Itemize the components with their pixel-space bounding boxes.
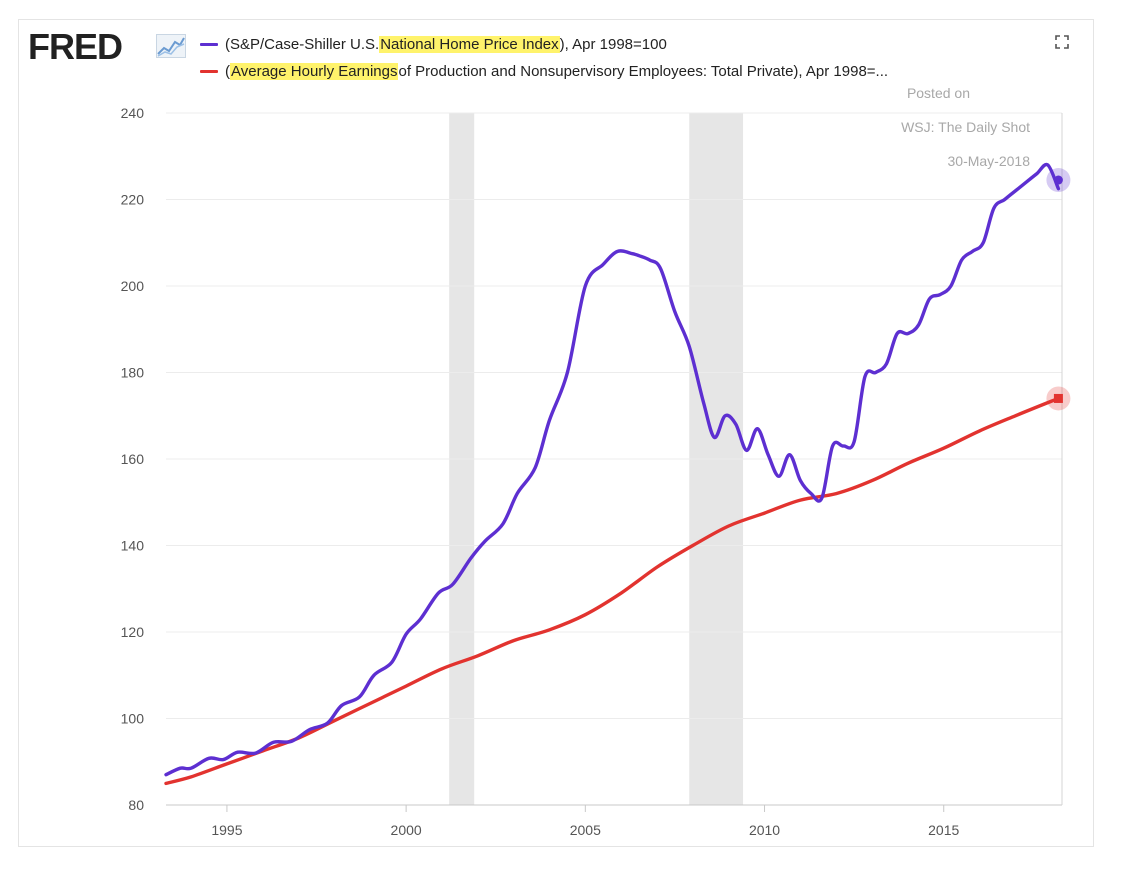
y-tick-label-120: 120 [121,624,145,640]
fred-logo: FRED [28,26,123,68]
x-tick-label-2010: 2010 [749,822,780,838]
legend-label-earnings-highlight: Average Hourly Earnings [230,63,399,80]
legend-label-home-price-suffix: ), Apr 1998=100 [559,36,667,53]
series-line-earnings [164,396,1061,786]
legend-label-earnings-suffix: of Production and Nonsupervisory Employe… [398,63,889,80]
legend-swatch-home-price [200,43,218,46]
fullscreen-icon[interactable] [1055,35,1069,49]
chart-frame [18,19,1094,847]
legend-swatch-earnings [200,70,218,73]
series-endpoint-marker-earnings [1053,393,1063,403]
y-tick-label-220: 220 [121,192,145,208]
y-tick-label-80: 80 [128,797,144,813]
x-tick-label-2005: 2005 [570,822,601,838]
legend-entry-home-price[interactable]: (S&P/Case-Shiller U.S. National Home Pri… [200,36,667,53]
legend-label-earnings-prefix: ( [225,63,230,80]
fred-logo-text: FRED [28,26,123,67]
series-endpoint-marker-home [1053,175,1063,185]
series-line-home [164,162,1061,777]
y-tick-label-200: 200 [121,278,145,294]
y-tick-label-100: 100 [121,711,145,727]
x-tick-label-1995: 1995 [211,822,242,838]
watermark-posted-on: Posted on [906,85,970,101]
watermark-source: WSJ: The Daily Shot [901,119,1030,135]
y-tick-label-180: 180 [121,365,145,381]
legend-label-home-price-highlight: National Home Price Index [379,36,560,53]
y-tick-label-160: 160 [121,451,145,467]
watermark-date: 30-May-2018 [947,153,1031,169]
y-tick-label-240: 240 [121,105,145,121]
legend-label-home-price-prefix: (S&P/Case-Shiller U.S. [225,36,380,53]
x-tick-label-2000: 2000 [391,822,422,838]
x-tick-label-2015: 2015 [928,822,959,838]
line-graph-icon [156,34,186,58]
y-tick-label-140: 140 [121,538,145,554]
legend-entry-earnings[interactable]: (Average Hourly Earnings of Production a… [200,63,888,80]
